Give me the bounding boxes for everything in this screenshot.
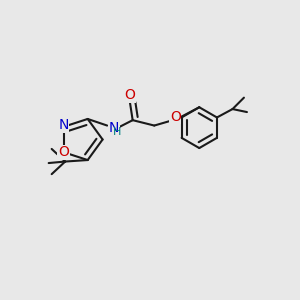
- Text: H: H: [112, 127, 121, 137]
- Text: O: O: [170, 110, 181, 124]
- Text: O: O: [58, 145, 69, 159]
- Text: N: N: [109, 121, 119, 135]
- Text: N: N: [58, 118, 69, 132]
- Text: O: O: [124, 88, 135, 102]
